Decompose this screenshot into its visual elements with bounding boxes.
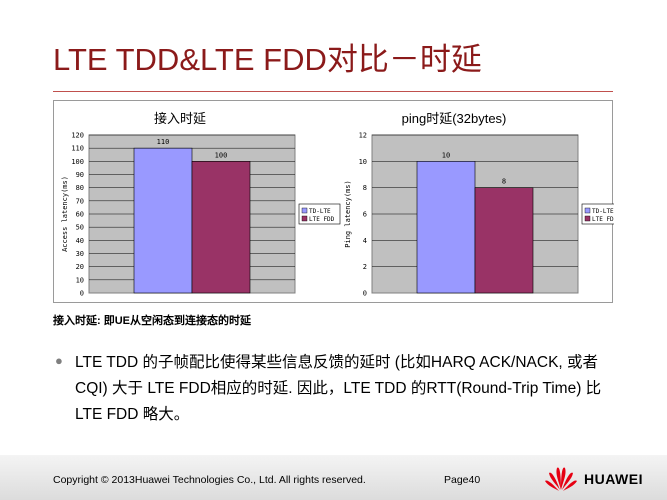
- bar-td-lte: [416, 161, 476, 294]
- chart-title: 接入时延: [154, 111, 206, 126]
- bar-td-lte: [133, 147, 193, 294]
- y-tick-label: 120: [71, 132, 84, 140]
- y-tick-label: 80: [76, 184, 84, 192]
- legend-swatch: [584, 215, 591, 222]
- legend-swatch: [584, 207, 591, 214]
- legend-entry: LTE FDD: [309, 216, 335, 223]
- y-tick-label: 6: [363, 211, 367, 219]
- bullet-marker: ●: [55, 353, 63, 368]
- chart-0: 接入时延 0 10 20 30 40 50 60 70 80 90 100 110 120 Access l…: [61, 111, 341, 298]
- y-axis-label: Ping latency(ms): [344, 180, 352, 247]
- legend-entry: TD-LTE: [309, 208, 331, 215]
- huawei-flower-icon: [545, 467, 577, 491]
- y-tick-label: 10: [76, 276, 84, 284]
- page-number: Page40: [444, 474, 481, 486]
- y-tick-label: 60: [76, 211, 84, 219]
- y-tick-label: 110: [71, 145, 84, 153]
- data-label: 8: [502, 178, 506, 186]
- y-tick-label: 90: [76, 171, 84, 179]
- y-tick-label: 12: [359, 132, 367, 140]
- brand-name: HUAWEI: [584, 471, 643, 487]
- y-tick-label: 40: [76, 237, 84, 245]
- data-label: 10: [442, 151, 450, 159]
- slide-title: LTE TDD&LTE FDD对比－时延: [53, 42, 482, 77]
- bullet-text: LTE TDD 的子帧配比使得某些信息反馈的延时 (比如HARQ ACK/NAC…: [75, 354, 602, 423]
- y-tick-label: 4: [363, 237, 367, 245]
- legend-swatch: [301, 207, 308, 214]
- bar-lte-fdd: [474, 187, 534, 294]
- y-tick-label: 100: [71, 158, 84, 166]
- y-axis-label: Access latency(ms): [61, 176, 69, 252]
- chart-panel: 接入时延 0 10 20 30 40 50 60 70 80 90 100 110 120 Access l…: [53, 100, 614, 303]
- y-tick-label: 20: [76, 263, 84, 271]
- huawei-logo: HUAWEI: [544, 464, 654, 492]
- chart-title: ping时延(32bytes): [402, 111, 507, 126]
- legend-swatch: [301, 215, 308, 222]
- y-tick-label: 10: [359, 158, 367, 166]
- title-divider: [53, 91, 613, 92]
- legend-box: [298, 203, 341, 225]
- y-tick-label: 70: [76, 197, 84, 205]
- y-tick-label: 2: [363, 263, 367, 271]
- data-label: 110: [157, 138, 170, 146]
- data-label: 100: [215, 151, 228, 159]
- legend-entry: TD-LTE: [592, 208, 614, 215]
- y-tick-label: 50: [76, 224, 84, 232]
- chart-1: ping时延(32bytes) 0 2 4 6 8 10 12 Ping latency(ms)…: [344, 111, 614, 298]
- chart-caption: 接入时延: 即UE从空闲态到连接态的时延: [53, 315, 251, 327]
- copyright-text: Copyright © 2013Huawei Technologies Co.,…: [53, 474, 366, 486]
- y-tick-label: 8: [363, 184, 367, 192]
- y-tick-label: 0: [363, 290, 367, 298]
- y-tick-label: 0: [80, 290, 84, 298]
- bar-lte-fdd: [191, 161, 251, 294]
- legend-entry: LTE FDD: [592, 216, 614, 223]
- y-tick-label: 30: [76, 250, 84, 258]
- footer-bar: [0, 455, 667, 500]
